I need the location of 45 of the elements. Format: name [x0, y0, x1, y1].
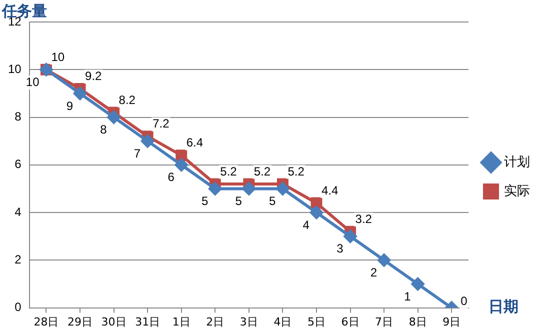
x-tick-label: 9日: [442, 315, 461, 328]
data-label: 6: [168, 170, 175, 184]
data-label: 6.4: [186, 136, 204, 150]
x-tick-label: 7日: [375, 315, 394, 328]
legend-label: 实际: [504, 184, 530, 199]
y-tick-label: 2: [14, 252, 22, 266]
data-label: 9: [66, 98, 74, 113]
data-label: 8: [100, 122, 108, 137]
data-label: 10: [26, 74, 40, 89]
x-tick-label: 29日: [68, 315, 93, 328]
data-label: 5.2: [288, 164, 305, 178]
x-tick-label: 8日: [408, 315, 427, 328]
data-label: 0: [460, 294, 468, 308]
x-tick-label: 2日: [206, 315, 224, 328]
x-tick-label: 3日: [240, 315, 258, 328]
data-label: 7.2: [152, 116, 170, 131]
data-label: 8.2: [118, 92, 136, 107]
legend-label: 计划: [504, 154, 530, 170]
x-tick-label: 5日: [307, 315, 326, 328]
x-tick-label: 1日: [172, 315, 190, 328]
data-label: 5.2: [220, 164, 238, 178]
data-label: 4: [302, 218, 310, 232]
data-label: 3.2: [355, 212, 372, 226]
data-label: 7: [134, 146, 141, 160]
x-tick-label: 4日: [274, 315, 292, 328]
y-tick-label: 8: [14, 110, 22, 124]
data-label: 3: [336, 242, 344, 256]
x-tick-label: 31日: [135, 315, 160, 328]
x-tick-label: 30日: [101, 315, 126, 328]
data-label: 5.2: [254, 164, 271, 178]
x-tick-label: 6日: [341, 315, 360, 328]
x-tick-label: 28日: [34, 315, 59, 328]
data-label: 5: [235, 194, 242, 208]
y-tick-label: 4: [14, 204, 22, 219]
data-label: 5: [201, 194, 208, 208]
y-tick-label: 6: [14, 157, 22, 172]
y-tick-label: 0: [14, 300, 22, 314]
data-label: 9.2: [85, 69, 102, 83]
x-axis-title: 日期: [488, 298, 518, 316]
data-label: 4.4: [321, 183, 338, 198]
data-label: 1: [404, 289, 412, 304]
data-label: 5: [269, 194, 276, 208]
data-label: 10: [51, 50, 65, 64]
data-label: 2: [370, 265, 378, 280]
y-tick-label: 10: [8, 62, 22, 76]
